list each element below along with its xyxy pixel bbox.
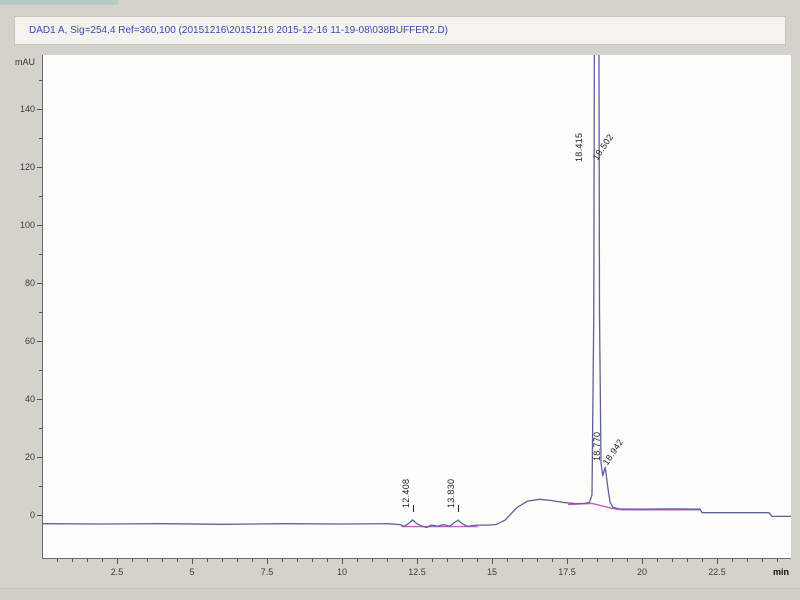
x-tick-mark [567, 559, 568, 564]
signal-title: DAD1 A, Sig=254,4 Ref=360,100 (20151216\… [29, 25, 448, 36]
window-bottom-edge [0, 588, 800, 600]
x-minor-tick [402, 559, 403, 562]
x-minor-tick [147, 559, 148, 562]
y-tick-label: 80 [24, 278, 35, 288]
x-minor-tick [462, 559, 463, 562]
x-minor-tick [477, 559, 478, 562]
x-minor-tick [552, 559, 553, 562]
x-minor-tick [522, 559, 523, 562]
y-tick-label: 120 [19, 162, 35, 172]
x-minor-tick [72, 559, 73, 562]
x-tick-label: 5 [189, 567, 195, 577]
plot-area[interactable] [42, 55, 791, 559]
x-tick-label: 15 [486, 567, 497, 577]
x-tick-mark [267, 559, 268, 564]
x-minor-tick [222, 559, 223, 562]
x-minor-tick [372, 559, 373, 562]
x-minor-tick [57, 559, 58, 562]
x-minor-tick [102, 559, 103, 562]
x-minor-tick [537, 559, 538, 562]
x-minor-tick [672, 559, 673, 562]
x-minor-tick [282, 559, 283, 562]
x-minor-tick [627, 559, 628, 562]
x-minor-tick [357, 559, 358, 562]
x-minor-tick [327, 559, 328, 562]
x-minor-tick [687, 559, 688, 562]
x-minor-tick [252, 559, 253, 562]
x-minor-tick [507, 559, 508, 562]
x-minor-tick [177, 559, 178, 562]
x-minor-tick [777, 559, 778, 562]
x-minor-tick [207, 559, 208, 562]
x-minor-tick [762, 559, 763, 562]
x-tick-mark [192, 559, 193, 564]
x-minor-tick [582, 559, 583, 562]
x-minor-tick [732, 559, 733, 562]
x-tick-mark [117, 559, 118, 564]
x-tick-label: 2.5 [110, 567, 124, 577]
y-tick-label: 20 [24, 452, 35, 462]
x-minor-tick [297, 559, 298, 562]
x-minor-tick [237, 559, 238, 562]
x-minor-tick [657, 559, 658, 562]
x-tick-mark [342, 559, 343, 564]
x-tick-label: 22.5 [708, 567, 726, 577]
x-minor-tick [597, 559, 598, 562]
x-minor-tick [432, 559, 433, 562]
x-tick-mark [492, 559, 493, 564]
x-tick-label: 7.5 [260, 567, 274, 577]
y-tick-label: 100 [19, 220, 35, 230]
x-minor-tick [132, 559, 133, 562]
y-tick-label: 40 [24, 394, 35, 404]
x-minor-tick [162, 559, 163, 562]
y-tick-label: 0 [29, 510, 35, 520]
x-tick-label: 10 [336, 567, 347, 577]
x-tick-label: 12.5 [408, 567, 426, 577]
x-tick-mark [717, 559, 718, 564]
y-axis-unit: mAU [15, 57, 35, 67]
x-tick-mark [417, 559, 418, 564]
y-tick-label: 60 [24, 336, 35, 346]
x-minor-tick [747, 559, 748, 562]
x-axis-unit: min [773, 567, 790, 577]
y-tick-label: 140 [19, 104, 35, 114]
x-minor-tick [312, 559, 313, 562]
signal-title-bar: DAD1 A, Sig=254,4 Ref=360,100 (20151216\… [14, 16, 786, 45]
x-minor-tick [447, 559, 448, 562]
x-minor-tick [612, 559, 613, 562]
x-minor-tick [702, 559, 703, 562]
x-tick-label: 20 [636, 567, 647, 577]
x-tick-label: 17.5 [558, 567, 576, 577]
x-tick-mark [642, 559, 643, 564]
chromatogram-trace [43, 55, 791, 529]
x-minor-tick [387, 559, 388, 562]
window-corner-accent [0, 0, 118, 5]
x-minor-tick [87, 559, 88, 562]
